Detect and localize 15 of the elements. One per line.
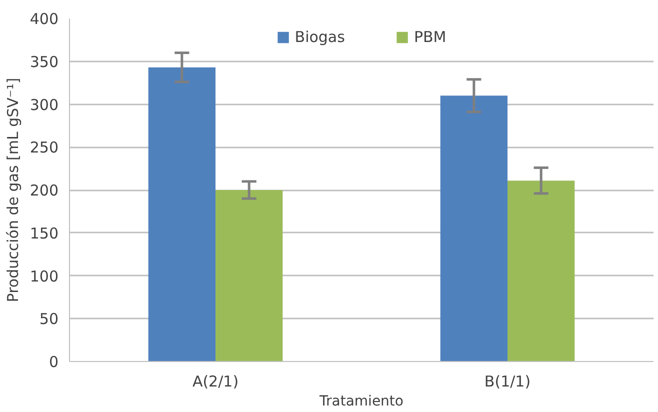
legend-label: Biogas	[294, 28, 345, 46]
legend-label: PBM	[414, 28, 446, 46]
y-axis-title: Producción de gas [mL gSV⁻¹]	[4, 78, 22, 302]
x-axis-title: Tratamiento	[318, 394, 404, 410]
y-tick-label: 100	[30, 267, 59, 286]
y-tick-label: 150	[30, 224, 59, 242]
y-tick-label: 0	[48, 353, 59, 371]
x-tick-label: B(1/1)	[484, 372, 531, 390]
y-tick-label: 50	[39, 310, 59, 328]
x-tick-label: A(2/1)	[192, 372, 239, 390]
y-tick-label: 250	[30, 138, 59, 157]
y-tick-label: 300	[30, 96, 59, 114]
y-tick-label: 200	[30, 182, 59, 200]
y-tick-label: 350	[30, 52, 59, 71]
y-tick-label: 400	[30, 10, 59, 28]
